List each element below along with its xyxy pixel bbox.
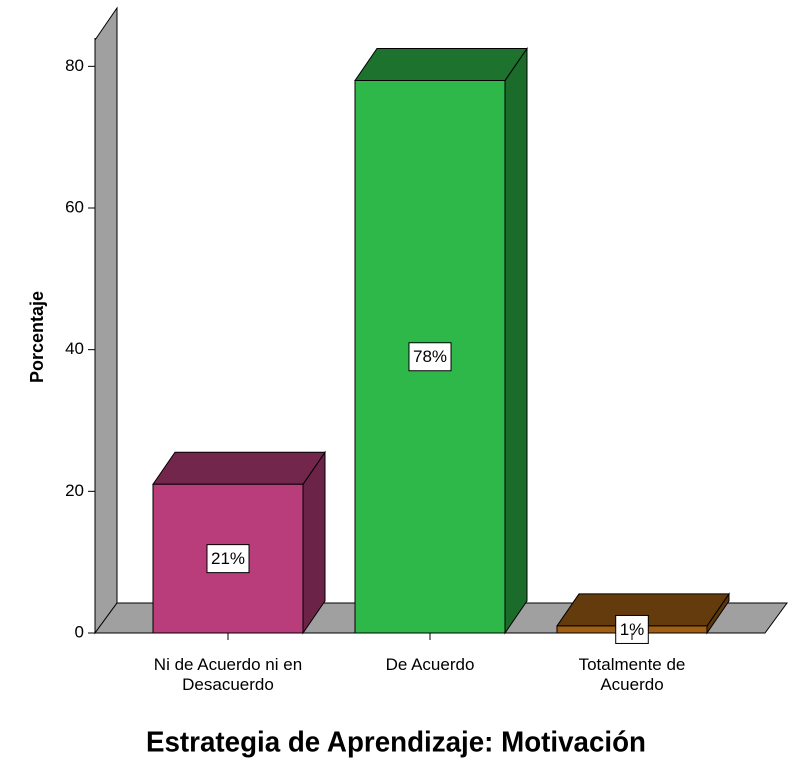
value-label-box: [206, 544, 250, 574]
x-tick-label: Totalmente de Acuerdo: [578, 655, 686, 694]
y-tick-label: 80: [65, 56, 84, 75]
x-tick-label: Ni de Acuerdo ni en Desacuerdo: [153, 655, 303, 694]
side-wall: [94, 6, 118, 635]
x-tick-label: De Acuerdo: [385, 655, 475, 674]
bar-top: [152, 451, 326, 485]
chart-title: Estrategia de Aprendizaje: Motivación: [146, 727, 646, 759]
y-tick-label: 0: [75, 622, 84, 641]
value-label-box: [408, 342, 452, 372]
value-label: 21%: [211, 549, 245, 568]
y-tick-label: 20: [65, 481, 84, 500]
y-axis-title: Porcentaje: [27, 291, 47, 383]
y-tick-label: 40: [65, 339, 84, 358]
y-tick-label: 60: [65, 197, 84, 216]
value-label: 1%: [620, 620, 645, 639]
value-label: 78%: [413, 347, 447, 366]
bar-side: [504, 46, 528, 635]
bar-top: [354, 48, 528, 81]
